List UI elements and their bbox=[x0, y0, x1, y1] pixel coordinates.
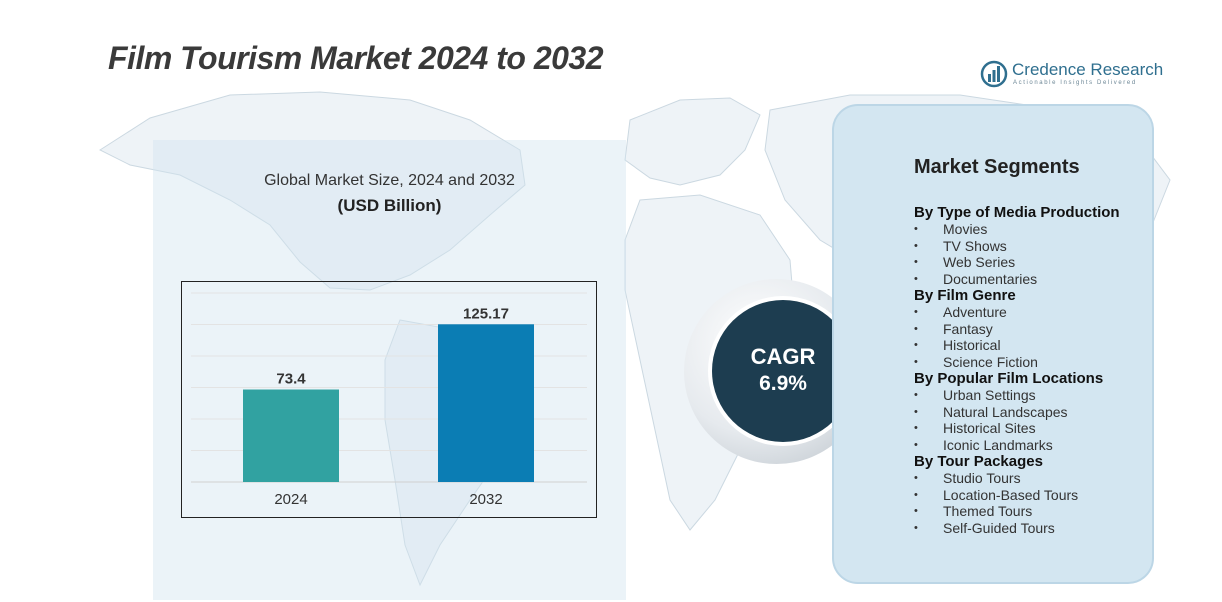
segment-list: Studio Tours Location-Based Tours Themed… bbox=[914, 470, 1150, 536]
segments-title: Market Segments bbox=[914, 156, 1080, 178]
segment-item: Urban Settings bbox=[914, 387, 1150, 404]
north-america-shape bbox=[98, 91, 526, 291]
x-tick-label: 2024 bbox=[274, 491, 307, 508]
x-tick-label: 2032 bbox=[469, 491, 502, 508]
segment-item: Historical bbox=[914, 337, 1150, 354]
cagr-value: 6.9% bbox=[759, 372, 807, 395]
bar-2024 bbox=[243, 389, 339, 482]
bar-2032 bbox=[438, 324, 534, 482]
logo-name: Credence Research bbox=[1012, 60, 1164, 79]
segment-item: Movies bbox=[914, 221, 1150, 238]
segment-list: Adventure Fantasy Historical Science Fic… bbox=[914, 304, 1150, 370]
brand-logo: Credence Research Actionable Insights De… bbox=[980, 58, 1164, 90]
segment-item: TV Shows bbox=[914, 238, 1150, 255]
segment-list: Urban Settings Natural Landscapes Histor… bbox=[914, 387, 1150, 453]
segment-item: Web Series bbox=[914, 254, 1150, 271]
segment-item: Fantasy bbox=[914, 321, 1150, 338]
segment-item: Self-Guided Tours bbox=[914, 520, 1150, 537]
segment-group-media-type: By Type of Media Production Movies TV Sh… bbox=[914, 204, 1150, 287]
chart-panel: Global Market Size, 2024 and 2032 (USD B… bbox=[153, 140, 626, 600]
segment-item: Natural Landscapes bbox=[914, 404, 1150, 421]
bar-chart-globe-icon bbox=[980, 60, 1008, 88]
bar-value-label: 125.17 bbox=[463, 305, 509, 322]
page-title: Film Tourism Market 2024 to 2032 bbox=[108, 40, 604, 76]
segment-item: Documentaries bbox=[914, 271, 1150, 288]
cagr-badge: CAGR 6.9% bbox=[712, 300, 854, 442]
logo-tagline: Actionable Insights Delivered bbox=[1013, 80, 1137, 86]
bar-value-label: 73.4 bbox=[276, 371, 306, 388]
market-segments-panel: Market Segments By Type of Media Product… bbox=[832, 104, 1154, 584]
segment-list: Movies TV Shows Web Series Documentaries bbox=[914, 221, 1150, 287]
segment-item: Location-Based Tours bbox=[914, 487, 1150, 504]
chart-unit: (USD Billion) bbox=[337, 196, 442, 215]
chart-bars: 73.4 2024 125.17 2032 bbox=[243, 305, 534, 508]
segment-item: Themed Tours bbox=[914, 503, 1150, 520]
segment-heading: By Type of Media Production bbox=[914, 204, 1120, 221]
segment-item: Adventure bbox=[914, 304, 1150, 321]
chart-title: Global Market Size, 2024 and 2032 bbox=[264, 172, 515, 189]
bar-chart: 73.4 2024 125.17 2032 bbox=[181, 281, 597, 518]
segment-heading: By Film Genre bbox=[914, 287, 1016, 304]
segment-heading: By Popular Film Locations bbox=[914, 370, 1104, 387]
segment-item: Iconic Landmarks bbox=[914, 437, 1150, 454]
segment-item: Studio Tours bbox=[914, 470, 1150, 487]
segment-group-film-locations: By Popular Film Locations Urban Settings… bbox=[914, 370, 1150, 453]
segment-groups: By Type of Media Production Movies TV Sh… bbox=[914, 204, 1150, 536]
europe-shape bbox=[624, 97, 761, 186]
cagr-label: CAGR bbox=[750, 344, 816, 369]
chart-frame bbox=[181, 281, 597, 518]
segment-item: Historical Sites bbox=[914, 420, 1150, 437]
segment-group-tour-packages: By Tour Packages Studio Tours Location-B… bbox=[914, 453, 1150, 536]
segment-heading: By Tour Packages bbox=[914, 453, 1043, 470]
segment-group-film-genre: By Film Genre Adventure Fantasy Historic… bbox=[914, 287, 1150, 370]
segment-item: Science Fiction bbox=[914, 354, 1150, 371]
